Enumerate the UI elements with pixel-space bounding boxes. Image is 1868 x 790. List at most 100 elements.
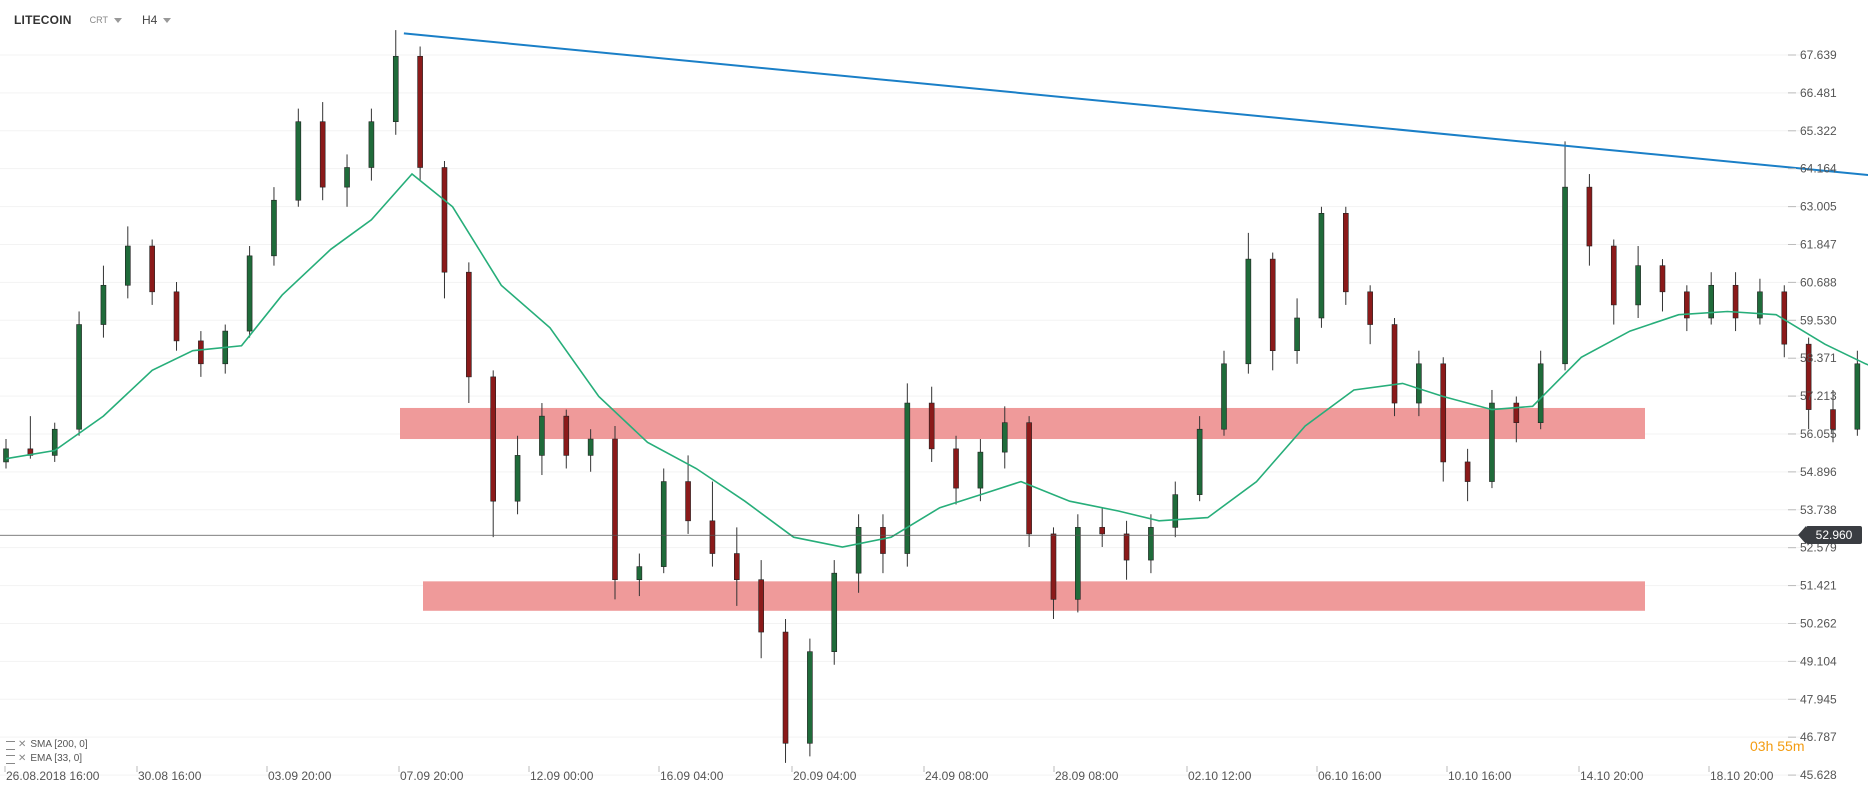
x-tick-label: 02.10 12:00	[1188, 769, 1252, 783]
candle-body	[636, 566, 643, 581]
candle-body	[1026, 422, 1032, 535]
candle-body	[1245, 258, 1252, 365]
candle-body	[855, 527, 862, 574]
candle-body	[807, 651, 813, 744]
x-tick-label: 10.10 16:00	[1448, 769, 1512, 783]
x-tick-label: 07.09 20:00	[400, 769, 464, 783]
y-tick-label: 58.371	[1800, 351, 1837, 365]
candle-body	[904, 402, 911, 554]
candle-body	[587, 438, 594, 456]
current-price-tag: 52.960	[1798, 526, 1862, 545]
chevron-down-icon[interactable]	[163, 17, 172, 23]
chart-header: LITECOIN CRT H4	[14, 10, 172, 30]
y-tick-label: 60.688	[1800, 275, 1837, 289]
list-icon[interactable]	[6, 740, 15, 750]
candle-countdown: 03h 55m	[1750, 738, 1805, 754]
grid	[0, 54, 1800, 776]
y-tick-label: 59.530	[1800, 313, 1837, 327]
candle-body	[490, 376, 497, 502]
candle-body	[977, 451, 984, 489]
y-tick-label: 64.164	[1800, 162, 1837, 176]
candle-body	[246, 255, 253, 332]
candle-body	[1050, 533, 1057, 600]
x-tick-label: 06.10 16:00	[1318, 769, 1382, 783]
y-tick-label: 51.421	[1800, 579, 1837, 593]
symbol-label[interactable]: LITECOIN	[14, 13, 72, 27]
chevron-down-icon[interactable]	[113, 17, 122, 23]
countdown-hours: 03	[1750, 738, 1766, 754]
candle-body	[1684, 291, 1690, 319]
candle-body	[173, 291, 180, 342]
y-tick-label: 47.945	[1800, 692, 1837, 706]
indicator-label: SMA [200, 0]	[30, 739, 88, 750]
ema-polyline	[5, 172, 1868, 548]
ema-line	[5, 172, 1868, 548]
y-tick-label: 67.639	[1800, 48, 1837, 62]
x-tick-label: 18.10 20:00	[1710, 769, 1774, 783]
candle-body	[1610, 245, 1617, 306]
candle-body	[1489, 402, 1495, 482]
candle-body	[928, 402, 935, 450]
candle-body	[1513, 402, 1520, 423]
candle-body	[1172, 494, 1179, 528]
candle-body	[417, 55, 423, 168]
support-zone	[423, 581, 1645, 611]
list-icon[interactable]	[6, 754, 15, 764]
candle-body	[1586, 186, 1593, 247]
candle-body	[1148, 527, 1154, 561]
x-tick-label: 30.08 16:00	[138, 769, 202, 783]
countdown-m: m	[1792, 738, 1805, 754]
y-tick-label: 57.213	[1800, 389, 1837, 403]
x-tick-label: 03.09 20:00	[268, 769, 332, 783]
y-tick-label: 61.847	[1800, 237, 1837, 251]
x-tick-label: 20.09 04:00	[793, 769, 857, 783]
timeframe-dropdown[interactable]: H4	[141, 13, 158, 27]
candle-body	[1635, 265, 1641, 306]
resistance-zone	[400, 407, 1645, 440]
indicator-sma[interactable]: ✕ SMA [200, 0]	[6, 738, 88, 752]
y-tick-label: 56.055	[1800, 427, 1837, 441]
candle-body	[100, 284, 107, 325]
indicator-label: EMA [33, 0]	[30, 753, 83, 764]
candle-body	[1075, 527, 1081, 600]
candle-body	[1294, 317, 1300, 352]
candle-body	[831, 572, 838, 652]
candle-body	[1269, 258, 1276, 352]
candle-body	[295, 121, 302, 201]
y-tick-label: 54.896	[1800, 465, 1837, 479]
y-tick-label: 63.005	[1800, 200, 1837, 214]
candle-body	[1464, 461, 1471, 482]
y-tick-label: 53.738	[1800, 503, 1837, 517]
candle-body	[880, 527, 886, 554]
candle-body	[51, 428, 58, 456]
y-tick-label: 45.628	[1800, 768, 1837, 782]
candle-body	[1123, 533, 1130, 561]
close-icon[interactable]: ✕	[18, 739, 27, 750]
countdown-minutes: 55	[1777, 738, 1793, 754]
candle-body	[1854, 363, 1861, 430]
candle-body	[660, 481, 667, 567]
candle-body	[1830, 409, 1836, 430]
countdown-h: h	[1765, 738, 1774, 754]
x-tick-label: 26.08.2018 16:00	[6, 769, 100, 783]
candle-body	[1440, 363, 1447, 463]
candle-body	[612, 438, 618, 581]
candle-body	[149, 245, 155, 293]
candle-body	[1805, 343, 1812, 410]
indicator-list: ✕ SMA [200, 0] ✕ EMA [33, 0]	[6, 738, 88, 766]
indicator-ema[interactable]: ✕ EMA [33, 0]	[6, 752, 88, 766]
mode-dropdown[interactable]: CRT	[89, 15, 108, 25]
candle-body	[466, 271, 472, 378]
y-tick-label: 49.104	[1800, 654, 1837, 668]
candle-body	[758, 579, 764, 633]
candle-body	[685, 481, 691, 522]
candle-body	[344, 167, 350, 188]
candle-body	[733, 553, 740, 581]
candle-body	[1318, 213, 1325, 319]
y-axis: 67.639 66.481 65.322 64.164 63.005 61.847 60.6…	[1788, 48, 1837, 782]
candle-body	[1537, 363, 1544, 423]
candle-body	[1391, 324, 1398, 404]
y-tick-label: 66.481	[1800, 86, 1837, 100]
close-icon[interactable]: ✕	[18, 753, 27, 764]
